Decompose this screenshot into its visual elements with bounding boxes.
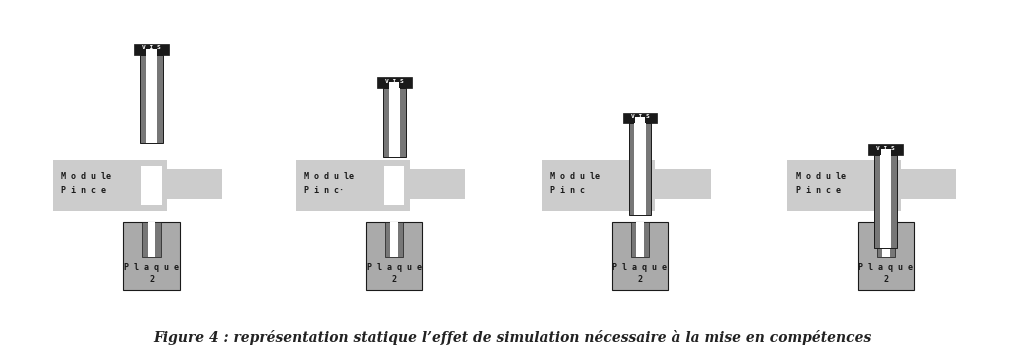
Text: M o d u le: M o d u le (550, 172, 600, 181)
Text: 2: 2 (392, 275, 396, 284)
Bar (612, 222, 669, 290)
Text: V I S: V I S (385, 78, 403, 84)
Text: 2: 2 (150, 275, 154, 284)
Text: P l a q u e: P l a q u e (367, 263, 422, 272)
Text: Figure 4 : représentation statique l’effet de simulation nécessaire à la mise en: Figure 4 : représentation statique l’eff… (153, 330, 871, 345)
Bar (625, 160, 655, 211)
Text: P l a q u e: P l a q u e (124, 263, 179, 272)
Bar (629, 123, 651, 215)
Bar (140, 55, 163, 143)
Text: V I S: V I S (631, 114, 649, 119)
Bar (389, 88, 399, 157)
Bar (147, 222, 156, 257)
Text: 2: 2 (884, 275, 888, 284)
Bar (623, 113, 657, 123)
Text: P i n c e: P i n c e (796, 186, 841, 195)
Bar (142, 222, 161, 257)
Bar (635, 117, 645, 123)
Bar (631, 222, 649, 257)
Text: 2: 2 (638, 275, 642, 284)
Text: V I S: V I S (877, 145, 895, 151)
Bar (383, 88, 406, 157)
Bar (134, 44, 169, 55)
Text: M o d u le: M o d u le (304, 172, 354, 181)
Bar (385, 222, 403, 257)
Bar (53, 160, 151, 211)
Bar (141, 166, 162, 205)
Text: P i n c e: P i n c e (61, 186, 106, 195)
Bar (870, 160, 901, 211)
Bar (390, 222, 398, 257)
Text: P i n c·: P i n c· (304, 186, 344, 195)
Bar (166, 169, 222, 199)
Bar (384, 166, 404, 205)
Text: M o d u le: M o d u le (61, 172, 112, 181)
Text: P i n c: P i n c (550, 186, 585, 195)
Bar (868, 144, 903, 155)
Bar (654, 169, 711, 199)
Bar (874, 155, 897, 248)
Bar (635, 123, 646, 215)
Text: V I S: V I S (142, 45, 161, 50)
Bar (136, 160, 167, 211)
Bar (123, 222, 180, 290)
Text: M o d u le: M o d u le (796, 172, 846, 181)
Bar (367, 222, 422, 290)
Bar (145, 55, 158, 143)
Bar (409, 169, 465, 199)
Bar (379, 160, 410, 211)
Text: P l a q u e: P l a q u e (612, 263, 668, 272)
Bar (296, 160, 393, 211)
Bar (900, 169, 956, 199)
Bar (542, 160, 639, 211)
Bar (636, 222, 644, 257)
Bar (146, 49, 157, 55)
Bar (877, 222, 895, 257)
Bar (882, 222, 890, 257)
Bar (787, 160, 885, 211)
Bar (881, 155, 891, 248)
Bar (377, 77, 412, 88)
Bar (389, 82, 399, 88)
Bar (858, 222, 914, 290)
Bar (881, 149, 891, 155)
Text: P l a q u e: P l a q u e (858, 263, 913, 272)
